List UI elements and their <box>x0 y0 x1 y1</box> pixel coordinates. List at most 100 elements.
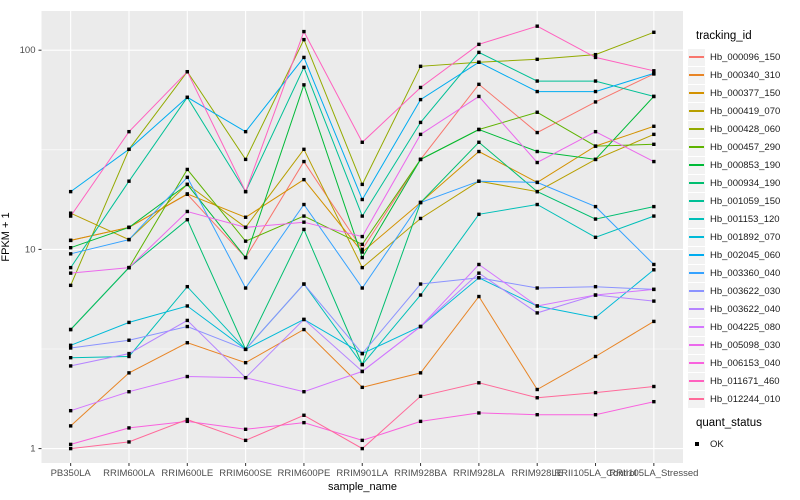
data-point <box>68 245 73 250</box>
data-point <box>652 30 656 34</box>
data-point <box>418 157 423 162</box>
legend-item: Hb_000853_190 <box>688 156 798 174</box>
legend-key-point <box>688 436 705 453</box>
legend-item: Hb_000419_070 <box>688 102 798 120</box>
data-point <box>360 140 364 144</box>
data-point <box>360 265 364 270</box>
data-point <box>243 189 248 194</box>
y-tick-label: 1 <box>30 444 35 455</box>
data-point <box>418 216 423 221</box>
data-point <box>302 220 306 224</box>
legend-item-label: Hb_000457_290 <box>710 141 781 153</box>
legend-item-label: Hb_006153_040 <box>710 357 781 369</box>
legend-item-label: Hb_003622_040 <box>710 303 781 315</box>
data-point <box>360 250 364 254</box>
legend-item-label: Hb_004225_080 <box>710 321 781 333</box>
legend-key-line <box>688 138 705 156</box>
data-point <box>360 446 364 451</box>
data-point <box>127 225 131 230</box>
data-point <box>477 50 481 55</box>
data-point <box>360 438 364 443</box>
legend-key-line <box>688 192 705 210</box>
data-point <box>535 24 539 28</box>
data-point <box>302 55 306 60</box>
data-point <box>418 64 423 69</box>
x-axis-title: sample_name <box>327 481 398 493</box>
data-point <box>68 211 73 215</box>
data-point <box>477 294 481 299</box>
x-tick-label: RRIM600PE <box>278 468 331 479</box>
legend-item: Hb_000934_190 <box>688 174 798 192</box>
data-point <box>652 132 656 137</box>
data-point <box>302 214 306 218</box>
data-point <box>243 129 248 134</box>
data-point <box>593 354 598 359</box>
data-point <box>68 189 73 194</box>
data-point <box>418 293 423 297</box>
data-point <box>652 69 656 73</box>
data-point <box>593 235 598 240</box>
data-point <box>477 60 481 64</box>
data-point <box>243 225 248 230</box>
legend-key-line <box>688 84 705 102</box>
data-point <box>593 293 598 297</box>
data-point <box>477 212 481 217</box>
data-point <box>535 180 539 185</box>
data-point <box>652 71 656 76</box>
data-point <box>360 182 364 187</box>
data-point <box>652 299 656 303</box>
data-point <box>593 100 598 104</box>
data-point <box>302 147 306 152</box>
data-point <box>243 427 248 431</box>
data-point <box>652 262 656 267</box>
data-point <box>185 341 189 345</box>
data-point <box>302 327 306 332</box>
data-point <box>477 140 481 144</box>
data-point <box>593 157 598 162</box>
data-point <box>127 237 131 242</box>
data-point <box>302 37 306 42</box>
legend-item-label: Hb_001892_070 <box>710 231 781 243</box>
data-point <box>68 327 73 332</box>
data-point <box>185 95 189 100</box>
data-point <box>243 438 248 443</box>
data-point <box>68 214 73 218</box>
data-point <box>127 440 131 444</box>
legend-item-label: Hb_003360_040 <box>710 267 781 279</box>
data-point <box>477 276 481 280</box>
data-point <box>302 83 306 87</box>
legend-key-line <box>688 318 705 336</box>
legend-item: Hb_001892_070 <box>688 228 798 246</box>
data-point <box>302 227 306 232</box>
data-point <box>127 390 131 394</box>
data-point <box>360 362 364 367</box>
legend-series-list: Hb_000096_150 Hb_000340_310 Hb_000377_150 H… <box>688 48 798 408</box>
data-point <box>593 89 598 94</box>
legend-key-line <box>688 48 705 66</box>
data-point <box>535 57 539 62</box>
legend-item: Hb_001059_150 <box>688 192 798 210</box>
data-point <box>68 343 73 348</box>
data-point <box>360 385 364 390</box>
legend: tracking_id Hb_000096_150 Hb_000340_310 Hb… <box>688 30 798 453</box>
data-point <box>127 426 131 430</box>
data-point <box>68 271 73 275</box>
legend-item-label: Hb_000428_060 <box>710 123 781 135</box>
y-tick-label: 10 <box>25 244 36 255</box>
data-point <box>477 42 481 47</box>
data-point <box>477 262 481 267</box>
x-tick-label: RRII105LA_Control <box>554 468 636 479</box>
data-point <box>652 287 656 292</box>
data-point <box>127 351 131 356</box>
data-point <box>185 192 189 196</box>
legend-item-label: OK <box>710 438 724 450</box>
x-tick-label: RRIM600LE <box>161 468 213 479</box>
legend-key-line <box>688 102 705 120</box>
legend-key-line <box>688 282 705 300</box>
data-point <box>68 283 73 288</box>
data-point <box>302 202 306 207</box>
legend-title-tracking-id: tracking_id <box>696 30 752 42</box>
data-point <box>652 159 656 164</box>
x-tick-label: RRIM928LE <box>511 468 563 479</box>
data-point <box>302 413 306 417</box>
